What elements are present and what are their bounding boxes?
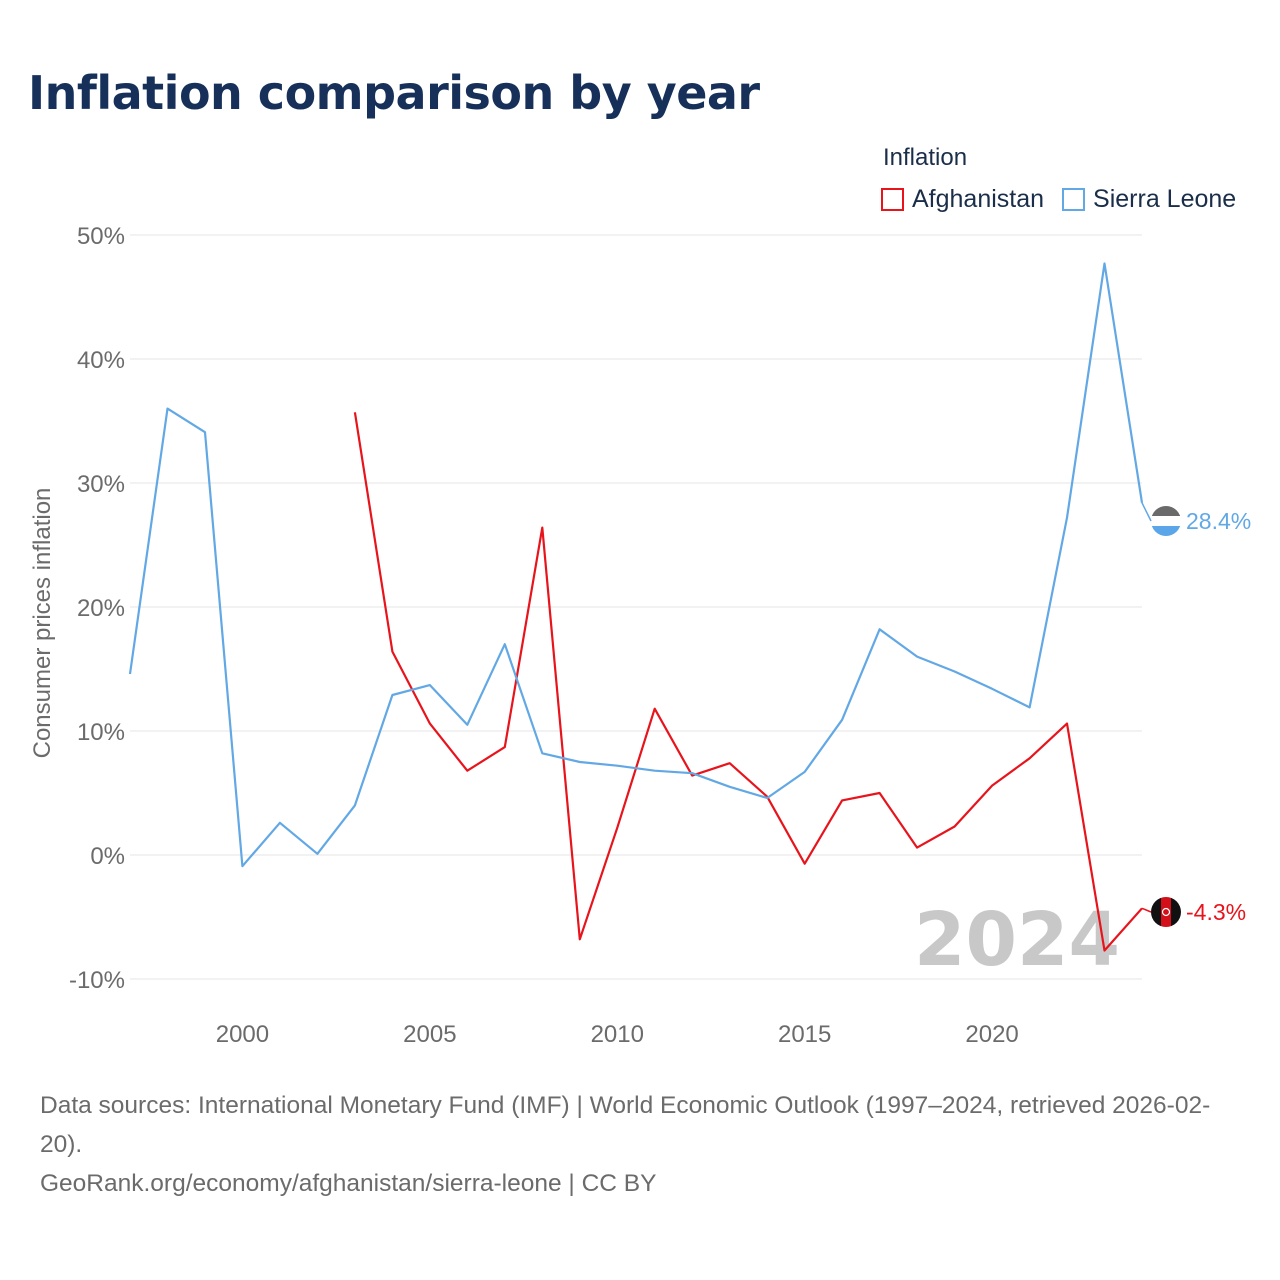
flag-sierra-leone-icon bbox=[1151, 506, 1181, 536]
y-tick-label: 40% bbox=[77, 347, 125, 374]
x-tick-label: 2015 bbox=[778, 1021, 831, 1048]
legend-item-sierra-leone[interactable]: Sierra Leone bbox=[1062, 185, 1236, 214]
x-tick-label: 2000 bbox=[216, 1021, 269, 1048]
series-line-afghanistan[interactable] bbox=[353, 412, 1143, 952]
legend: Afghanistan Sierra Leone bbox=[881, 185, 1254, 214]
y-tick-label: 20% bbox=[77, 595, 125, 622]
end-labels: -4.3% 28.4% bbox=[1141, 502, 1251, 925]
x-tick-label: 2010 bbox=[591, 1021, 644, 1048]
grid-lines bbox=[130, 234, 1142, 980]
end-value-sierra-leone: 28.4% bbox=[1186, 508, 1251, 534]
footer-url[interactable]: GeoRank.org/economy/afghanistan/sierra-l… bbox=[40, 1170, 657, 1197]
x-tick-label: 2020 bbox=[965, 1021, 1018, 1048]
chart-title: Inflation comparison by year bbox=[28, 66, 760, 120]
footer: Data sources: International Monetary Fun… bbox=[40, 1086, 1250, 1203]
end-value-afghanistan: -4.3% bbox=[1186, 899, 1246, 925]
x-tick-label: 2005 bbox=[403, 1021, 456, 1048]
legend-item-afghanistan[interactable]: Afghanistan bbox=[881, 185, 1044, 214]
y-tick-label: 50% bbox=[77, 223, 125, 250]
end-connector-afghanistan bbox=[1141, 907, 1152, 913]
line-chart: -10%0%10%20%30%40%50% 2000 2005 2010 2015 20… bbox=[29, 223, 1251, 1048]
y-axis-ticks: -10% 0% 10% 20% 30% 40% 50% bbox=[69, 223, 125, 994]
y-tick-label: 0% bbox=[90, 843, 125, 870]
y-tick-label: 10% bbox=[77, 719, 125, 746]
x-axis-ticks: 2000 2005 2010 2015 2020 bbox=[216, 1021, 1019, 1048]
flag-afghanistan-icon bbox=[1151, 897, 1181, 927]
legend-swatch-afghanistan bbox=[881, 188, 904, 211]
year-watermark: 2024 bbox=[914, 897, 1120, 983]
legend-label-afghanistan: Afghanistan bbox=[912, 185, 1045, 213]
series-lines bbox=[128, 262, 1144, 952]
legend-title: Inflation bbox=[883, 144, 968, 171]
series-line-sierra-leone[interactable] bbox=[128, 262, 1144, 868]
y-tick-label: 30% bbox=[77, 471, 125, 498]
legend-swatch-sierra-leone bbox=[1062, 188, 1086, 211]
end-connector-sierra-leone bbox=[1141, 502, 1152, 522]
y-axis-label: Consumer prices inflation bbox=[29, 488, 56, 759]
y-tick-label: -10% bbox=[69, 967, 125, 994]
footer-sources: Data sources: International Monetary Fun… bbox=[40, 1092, 1211, 1158]
legend-label-sierra-leone: Sierra Leone bbox=[1093, 185, 1237, 213]
